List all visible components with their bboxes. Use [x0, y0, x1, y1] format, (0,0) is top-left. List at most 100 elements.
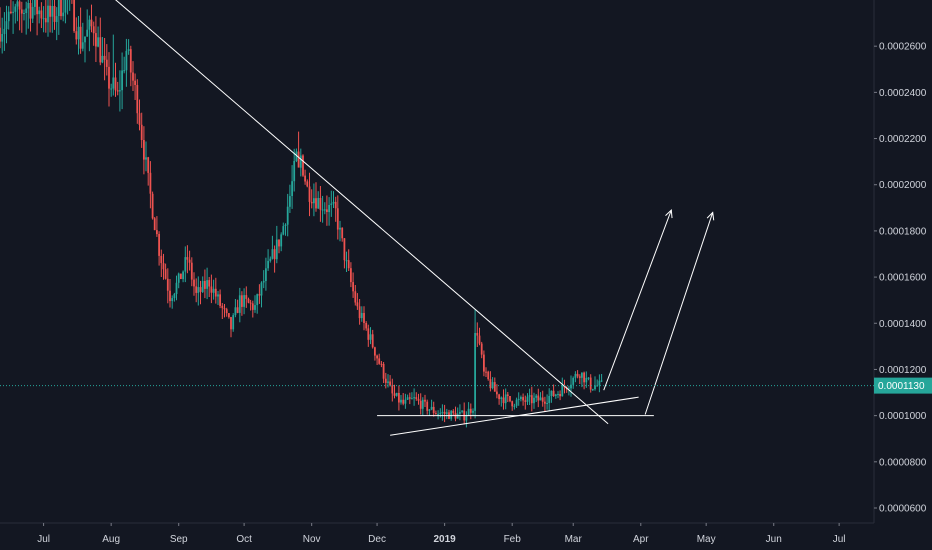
candle-body [177, 273, 180, 283]
candle-body [504, 394, 507, 404]
candle-body [369, 334, 372, 340]
candle-body [328, 205, 330, 213]
y-tick-label: 0.0001000 [879, 411, 927, 422]
candle-body [489, 379, 492, 389]
y-tick-label: 0.0001200 [879, 365, 927, 376]
projection-arrow-2[interactable] [644, 212, 714, 415]
candle-body [286, 206, 289, 225]
candle-body [539, 397, 542, 401]
x-tick-label: Apr [633, 534, 649, 545]
candle-body [476, 333, 479, 336]
candle-body [112, 77, 115, 89]
candle-body [99, 37, 102, 63]
candle-body [513, 405, 516, 407]
candle-body [568, 388, 570, 390]
candle-body [389, 381, 391, 386]
candle-body [116, 90, 119, 92]
candle-body [267, 260, 269, 269]
candle-body [520, 397, 522, 399]
candle-body [432, 406, 435, 414]
candle-body [406, 397, 409, 400]
candle-body [16, 1, 19, 7]
candle-body [254, 305, 256, 310]
y-tick-label: 0.0000600 [879, 503, 927, 514]
candle-body [278, 239, 280, 247]
candle-body [467, 408, 470, 416]
y-tick-label: 0.0002400 [879, 88, 927, 99]
candle-body [169, 290, 171, 302]
candle-body [127, 49, 130, 51]
candle-body [517, 398, 520, 400]
y-tick-label: 0.0001400 [879, 319, 927, 330]
candle-body [77, 26, 80, 40]
candle-body [358, 306, 361, 319]
candle-body [62, 12, 65, 17]
candle-body [443, 411, 446, 414]
candle-body [123, 70, 126, 72]
candle-body [382, 364, 385, 379]
y-tick-label: 0.0000800 [879, 457, 927, 468]
candle-body [376, 355, 378, 359]
candle-body [175, 282, 178, 294]
candle-body [151, 193, 154, 219]
candle-body [10, 11, 12, 13]
candle-body [306, 181, 309, 187]
candle-body [402, 399, 405, 404]
candle-body [413, 397, 415, 399]
candle-body [114, 77, 117, 91]
ascending-support-line[interactable] [390, 396, 639, 436]
price-axis[interactable]: 0.0002600 0.0002400 0.0002200 0.0002000 0.00… [874, 42, 927, 515]
candle-body [498, 394, 500, 400]
candle-body [336, 208, 339, 230]
time-axis[interactable]: Jul Aug Sep Oct Nov Dec 2019 Feb Mar Apr May Jun Jul [37, 523, 846, 545]
candle-body [143, 140, 145, 160]
descending-resistance-line[interactable] [102, 0, 609, 425]
candle-body [121, 70, 123, 91]
candle-body [269, 258, 272, 261]
candle-body [445, 412, 448, 414]
candle-body [134, 80, 136, 85]
candle-body [395, 393, 398, 396]
candle-body [260, 282, 263, 296]
candle-body [313, 198, 315, 204]
candle-body [334, 201, 337, 209]
candle-body [160, 255, 163, 264]
candle-body [408, 397, 411, 399]
candle-body [186, 257, 189, 260]
candle-body [310, 201, 313, 204]
candle-body [533, 397, 535, 404]
candle-body [147, 157, 150, 173]
candle-body [435, 413, 437, 415]
candle-body [289, 196, 291, 207]
candle-body [284, 224, 287, 226]
candle-body [145, 157, 147, 160]
candle-body [265, 268, 267, 281]
candle-body [149, 172, 152, 194]
candle-body [557, 394, 559, 395]
candle-body [550, 390, 553, 396]
candle-body [105, 59, 108, 67]
candle-body [439, 412, 442, 414]
candle-body [49, 5, 51, 17]
candle-body [524, 400, 527, 402]
x-tick-label: Mar [565, 534, 583, 545]
candle-body [450, 410, 453, 419]
y-tick-label: 0.0002200 [879, 134, 927, 145]
candle-body [201, 281, 204, 292]
candle-body [225, 309, 228, 314]
drawings-layer[interactable] [102, 0, 715, 436]
candle-body [73, 0, 75, 32]
candle-body [228, 313, 230, 318]
candle-body [478, 335, 481, 344]
projection-arrow-1[interactable] [603, 209, 672, 391]
candle-body [197, 287, 200, 293]
candle-body [365, 323, 368, 329]
candle-body [223, 308, 226, 310]
candle-body [480, 343, 483, 355]
candle-body [297, 151, 300, 168]
x-tick-label: Jul [833, 534, 846, 545]
candle-body [132, 72, 134, 81]
candle-body [232, 315, 235, 330]
projection-arrow-2-head [706, 211, 715, 221]
